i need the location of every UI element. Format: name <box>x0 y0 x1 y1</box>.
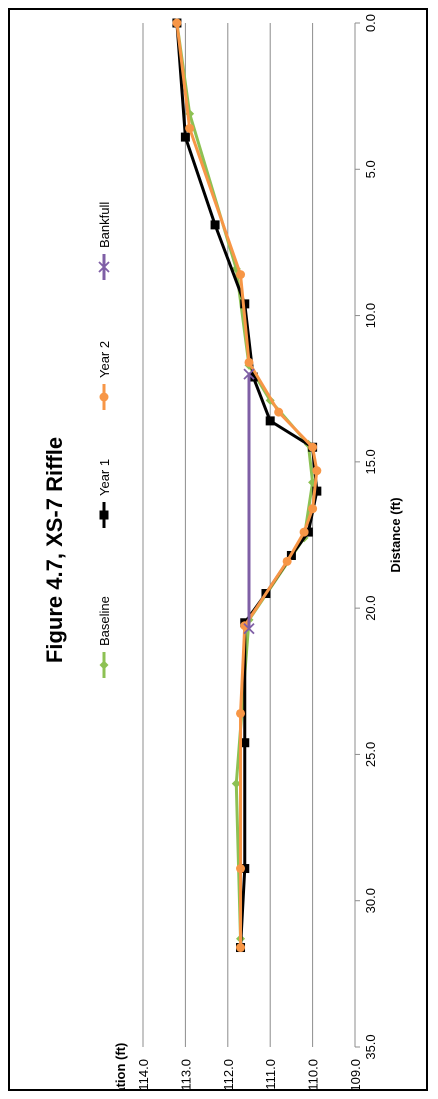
data-point-year-2 <box>299 527 309 537</box>
data-point-year-2 <box>236 864 246 874</box>
data-point-year-1 <box>248 372 258 382</box>
y-axis-title: Elevation (ft) <box>113 1043 128 1089</box>
data-point-year-1 <box>240 738 250 748</box>
legend-label-year-1: Year 1 <box>97 459 112 496</box>
y-tick-label: 112.0 <box>221 1059 236 1089</box>
legend-marker-year-2 <box>99 392 109 402</box>
x-tick-label: 20.0 <box>363 595 378 620</box>
data-point-year-1 <box>312 486 322 496</box>
y-tick-label: 110.0 <box>306 1059 321 1089</box>
legend-label-bankfull: Bankfull <box>97 202 112 248</box>
x-tick-label: 15.0 <box>363 449 378 474</box>
y-tick-label: 114.0 <box>136 1059 151 1089</box>
data-point-year-2 <box>308 504 318 514</box>
y-tick-label: 113.0 <box>178 1059 193 1089</box>
legend-marker-baseline <box>99 660 109 670</box>
data-point-year-2 <box>274 407 284 417</box>
data-point-year-2 <box>240 621 250 631</box>
x-tick-label: 35.0 <box>363 1034 378 1059</box>
x-tick-label: 5.0 <box>363 160 378 178</box>
data-point-year-2 <box>308 442 318 452</box>
data-point-year-2 <box>236 708 246 718</box>
data-point-bankfull <box>243 622 255 635</box>
chart-svg: 109.0 110.0 111.0 112.0 113.0 114.0 0.0 5.0 10.0… <box>42 14 403 1089</box>
data-point-year-2 <box>236 270 246 280</box>
legend-marker-year-1 <box>99 510 109 520</box>
data-point-year-2 <box>282 556 292 566</box>
chart-title: Figure 4.7, XS-7 Riffle <box>42 437 67 663</box>
series-line-year-1 <box>175 22 319 948</box>
y-tick-label: 111.0 <box>263 1059 278 1089</box>
y-tick-label: 109.0 <box>348 1059 363 1089</box>
x-tick-label: 0.0 <box>363 14 378 32</box>
x-tick-label: 30.0 <box>363 888 378 913</box>
legend-label-year-2: Year 2 <box>97 341 112 378</box>
x-tick-label: 25.0 <box>363 742 378 767</box>
x-axis-title: Distance (ft) <box>388 497 403 572</box>
data-point-year-2 <box>172 18 182 28</box>
data-point-year-2 <box>312 466 322 476</box>
data-point-year-1 <box>210 220 220 230</box>
legend-marker-bankfull <box>98 261 110 273</box>
data-point-bankfull <box>243 368 255 380</box>
series-line-year-2 <box>175 22 319 948</box>
data-point-year-2 <box>244 357 254 367</box>
chart-frame: 109.0 110.0 111.0 112.0 113.0 114.0 0.0 5.0 10.0… <box>8 8 428 1091</box>
data-point-baseline <box>231 779 241 789</box>
x-tick-label: 10.0 <box>363 303 378 328</box>
data-point-year-1 <box>180 132 190 142</box>
data-point-year-2 <box>236 943 246 953</box>
legend-label-baseline: Baseline <box>97 596 112 646</box>
data-point-year-2 <box>185 123 195 133</box>
data-point-year-1 <box>265 416 275 426</box>
